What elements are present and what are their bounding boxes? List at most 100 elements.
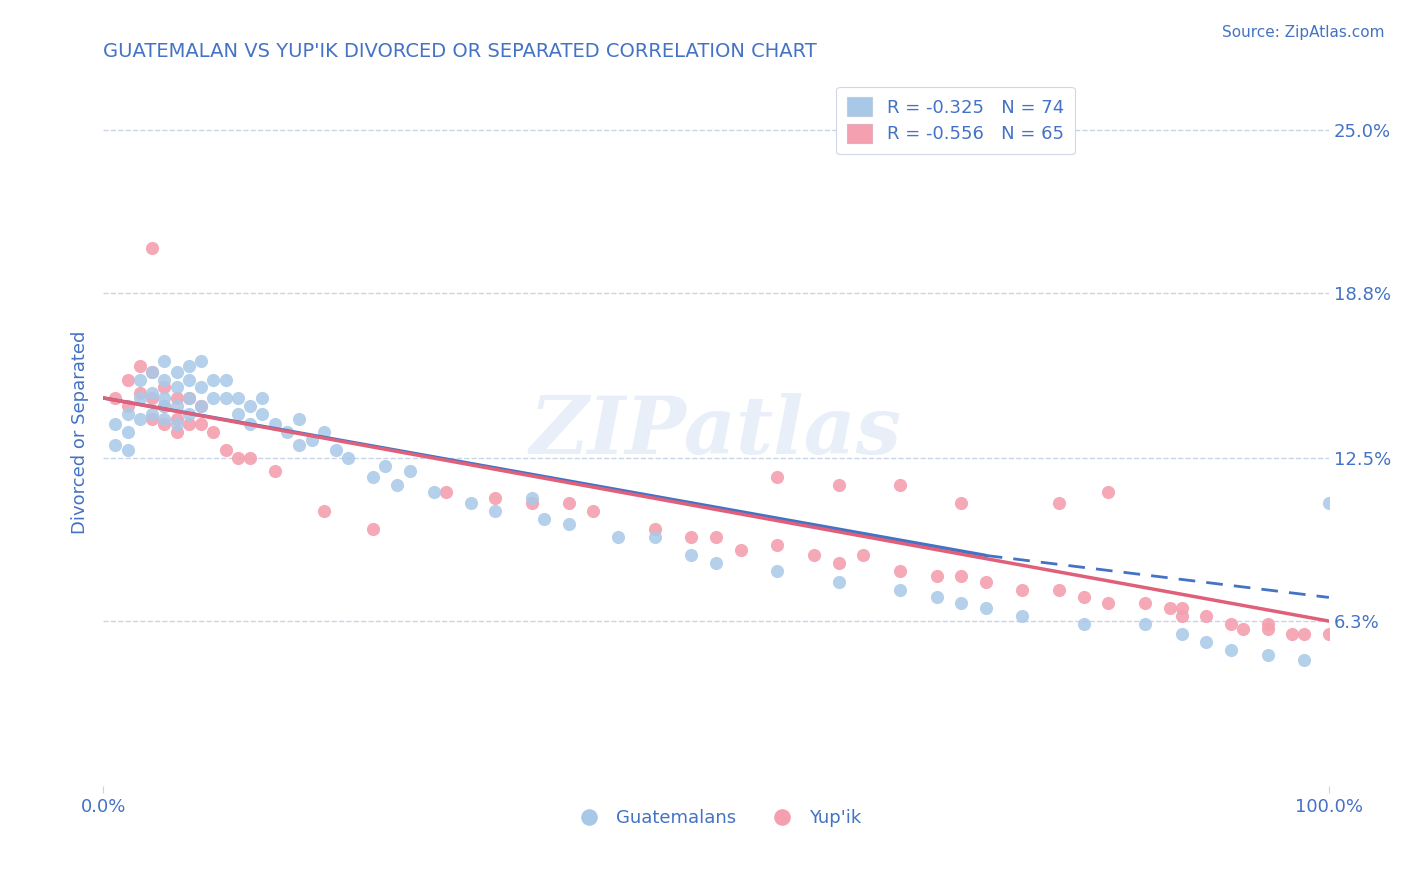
- Point: [215, 443, 238, 458]
- Point: [644, 530, 666, 544]
- Point: [312, 425, 335, 439]
- Point: [681, 530, 703, 544]
- Point: [177, 417, 200, 432]
- Point: [117, 443, 139, 458]
- Point: [312, 504, 335, 518]
- Point: [950, 596, 973, 610]
- Point: [276, 425, 298, 439]
- Point: [704, 530, 727, 544]
- Point: [325, 443, 347, 458]
- Point: [1317, 496, 1340, 510]
- Point: [177, 391, 200, 405]
- Point: [263, 464, 285, 478]
- Point: [141, 407, 163, 421]
- Point: [117, 407, 139, 421]
- Point: [520, 496, 543, 510]
- Point: [129, 385, 152, 400]
- Point: [387, 477, 409, 491]
- Point: [1317, 627, 1340, 641]
- Point: [153, 417, 176, 432]
- Point: [104, 438, 127, 452]
- Point: [1171, 608, 1194, 623]
- Point: [288, 438, 311, 452]
- Point: [520, 491, 543, 505]
- Point: [460, 496, 482, 510]
- Point: [730, 543, 752, 558]
- Point: [1294, 653, 1316, 667]
- Point: [190, 417, 212, 432]
- Point: [117, 425, 139, 439]
- Point: [704, 557, 727, 571]
- Point: [1232, 622, 1254, 636]
- Point: [166, 380, 188, 394]
- Point: [1133, 596, 1156, 610]
- Point: [239, 451, 262, 466]
- Point: [239, 399, 262, 413]
- Point: [1257, 648, 1279, 663]
- Point: [190, 354, 212, 368]
- Point: [166, 425, 188, 439]
- Point: [153, 372, 176, 386]
- Point: [681, 549, 703, 563]
- Point: [252, 407, 274, 421]
- Point: [974, 574, 997, 589]
- Point: [177, 359, 200, 374]
- Y-axis label: Divorced or Separated: Divorced or Separated: [72, 330, 89, 533]
- Point: [141, 365, 163, 379]
- Point: [1281, 627, 1303, 641]
- Point: [607, 530, 630, 544]
- Point: [141, 391, 163, 405]
- Point: [215, 391, 238, 405]
- Point: [117, 372, 139, 386]
- Point: [153, 399, 176, 413]
- Point: [1097, 485, 1119, 500]
- Point: [1133, 616, 1156, 631]
- Point: [1011, 582, 1033, 597]
- Point: [141, 241, 163, 255]
- Point: [153, 391, 176, 405]
- Point: [166, 399, 188, 413]
- Point: [423, 485, 446, 500]
- Point: [215, 372, 238, 386]
- Point: [288, 412, 311, 426]
- Point: [827, 477, 849, 491]
- Point: [141, 385, 163, 400]
- Point: [104, 391, 127, 405]
- Point: [766, 469, 789, 483]
- Point: [129, 372, 152, 386]
- Point: [1047, 582, 1070, 597]
- Point: [129, 412, 152, 426]
- Point: [166, 365, 188, 379]
- Point: [582, 504, 605, 518]
- Point: [129, 391, 152, 405]
- Point: [153, 354, 176, 368]
- Point: [153, 412, 176, 426]
- Point: [1011, 608, 1033, 623]
- Point: [226, 451, 249, 466]
- Point: [1257, 616, 1279, 631]
- Point: [398, 464, 420, 478]
- Point: [1171, 627, 1194, 641]
- Point: [239, 417, 262, 432]
- Point: [226, 391, 249, 405]
- Text: Source: ZipAtlas.com: Source: ZipAtlas.com: [1222, 25, 1385, 40]
- Point: [950, 569, 973, 583]
- Point: [177, 407, 200, 421]
- Point: [852, 549, 875, 563]
- Point: [558, 496, 581, 510]
- Point: [190, 399, 212, 413]
- Legend: Guatemalans, Yup'ik: Guatemalans, Yup'ik: [564, 802, 868, 834]
- Point: [1219, 643, 1241, 657]
- Point: [974, 601, 997, 615]
- Point: [889, 564, 911, 578]
- Point: [190, 380, 212, 394]
- Point: [166, 412, 188, 426]
- Text: GUATEMALAN VS YUP'IK DIVORCED OR SEPARATED CORRELATION CHART: GUATEMALAN VS YUP'IK DIVORCED OR SEPARAT…: [103, 42, 817, 61]
- Point: [1097, 596, 1119, 610]
- Point: [263, 417, 285, 432]
- Point: [141, 365, 163, 379]
- Point: [1159, 601, 1181, 615]
- Point: [361, 469, 384, 483]
- Point: [1195, 635, 1218, 649]
- Point: [190, 399, 212, 413]
